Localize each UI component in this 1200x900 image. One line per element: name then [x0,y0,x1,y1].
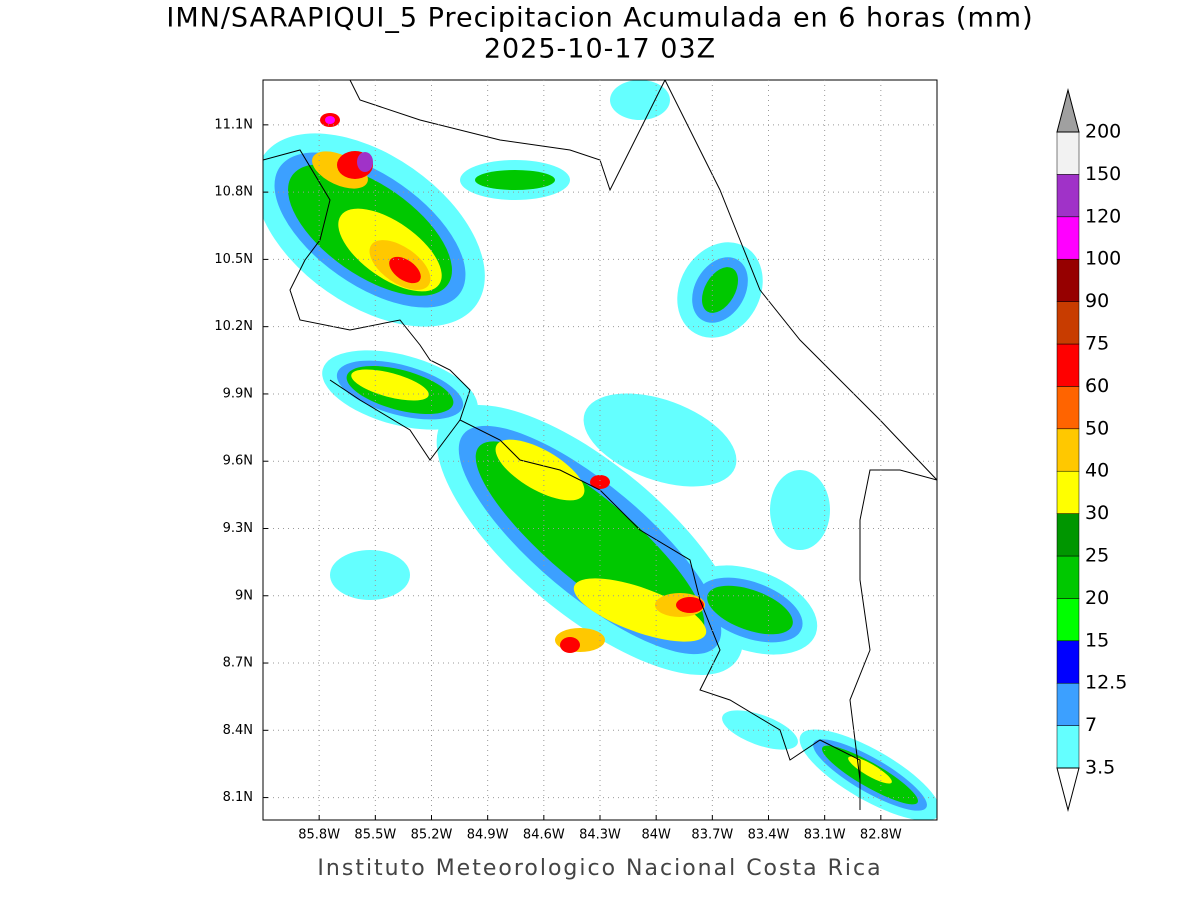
colorbar-under [1056,767,1080,812]
lat-tick-label: 10.8N [214,185,253,200]
colorbar-segment [1056,343,1080,387]
colorbar-segment [1056,470,1080,514]
lat-tick-label: 8.7N [223,656,253,671]
colorbar-label: 120 [1085,205,1121,227]
lat-tick-label: 9N [235,588,253,603]
colorbar-segment [1056,513,1080,557]
colorbar-label: 3.5 [1085,757,1115,779]
colorbar-segment [1056,598,1080,642]
colorbar-segment [1056,131,1080,175]
lat-tick-label: 9.3N [223,521,253,536]
colorbar-label: 50 [1085,417,1109,439]
lon-tick-label: 83.7W [691,828,733,843]
lat-tick-label: 11.1N [214,117,253,132]
lon-tick-label: 84W [641,828,671,843]
colorbar-label: 75 [1085,333,1109,355]
lon-tick-label: 83.1W [804,828,846,843]
lat-tick-label: 9.9N [223,386,253,401]
colorbar-over [1056,88,1080,133]
lat-tick-label: 8.4N [223,723,253,738]
lon-tick-label: 84.6W [523,828,565,843]
colorbar-segment [1056,640,1080,684]
colorbar-label: 25 [1085,545,1109,567]
lat-tick-label: 9.6N [223,454,253,469]
colorbar-segment [1056,428,1080,472]
colorbar-segment [1056,682,1080,726]
colorbar-label: 30 [1085,502,1109,524]
colorbar-label: 20 [1085,587,1109,609]
colorbar-segment [1056,725,1080,769]
lat-tick-label: 10.5N [214,252,253,267]
precip-field [263,80,937,820]
colorbar-label: 90 [1085,290,1109,312]
lon-tick-label: 85.2W [411,828,453,843]
colorbar-label: 100 [1085,248,1121,270]
colorbar-segment [1056,258,1080,302]
colorbar-label: 150 [1085,163,1121,185]
colorbar-segment [1056,174,1080,218]
colorbar-segment [1056,555,1080,599]
lon-tick-label: 83.4W [748,828,790,843]
lat-tick-label: 10.2N [214,319,253,334]
colorbar-label: 200 [1085,121,1121,143]
lon-tick-label: 84.3W [579,828,621,843]
colorbar-label: 12.5 [1085,672,1127,694]
colorbar-segment [1056,386,1080,430]
lon-tick-label: 82.8W [860,828,902,843]
subtitle: 2025-10-17 03Z [484,34,716,65]
footer: Instituto Meteorologico Nacional Costa R… [317,856,882,881]
colorbar-label: 60 [1085,375,1109,397]
lon-tick-label: 85.8W [298,828,340,843]
lon-tick-label: 84.9W [467,828,509,843]
title: IMN/SARAPIQUI_5 Precipitacion Acumulada … [166,3,1033,34]
colorbar-label: 40 [1085,460,1109,482]
coastline [263,80,937,810]
lat-tick-label: 8.1N [223,790,253,805]
lon-tick-label: 85.5W [354,828,396,843]
colorbar-segment [1056,301,1080,345]
colorbar-segment [1056,216,1080,260]
colorbar-label: 7 [1085,714,1097,736]
colorbar-label: 15 [1085,629,1109,651]
